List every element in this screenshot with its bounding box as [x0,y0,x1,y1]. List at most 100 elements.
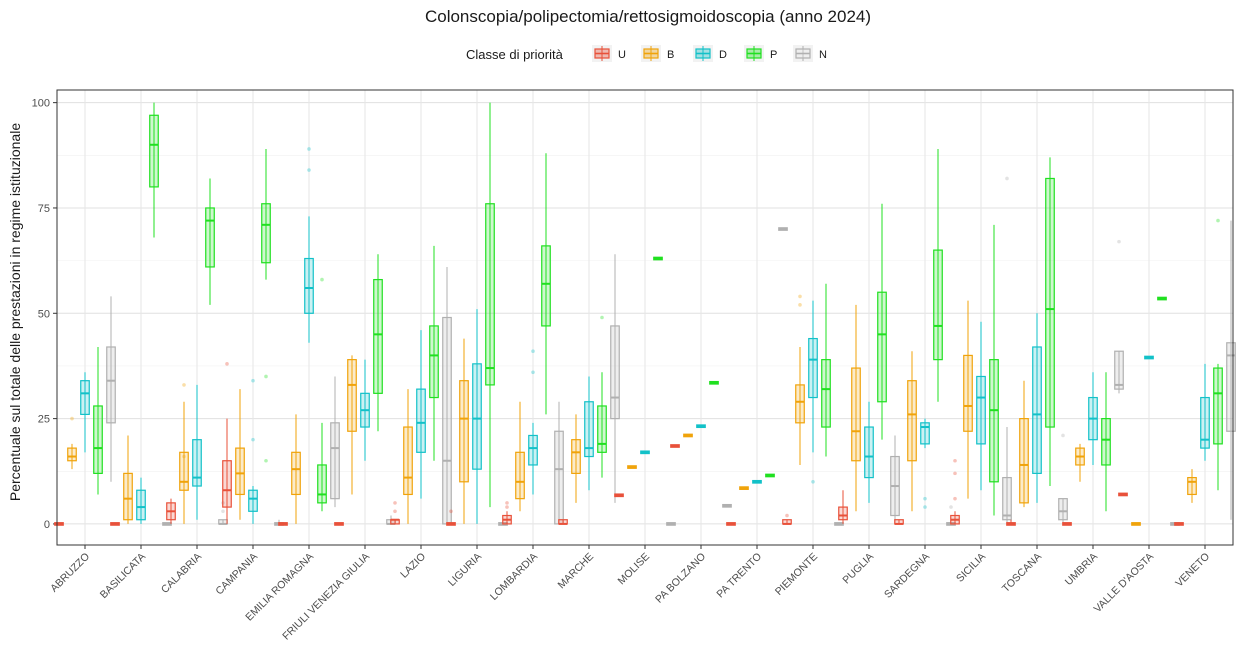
box-body [1101,418,1111,466]
box-body [80,380,90,415]
outlier-point [307,147,311,151]
x-tick-label-pa-trento: PA TRENTO [714,551,764,601]
x-tick-label-liguria: LIGURIA [446,551,484,589]
legend: Classe di priorità U B D P N [466,45,827,62]
outlier-point [923,505,927,509]
x-tick-label-umbria: UMBRIA [1063,551,1100,588]
box-pa-bolzano-b [683,433,693,438]
box-abruzzo-u [54,522,64,526]
x-tick-label-valle-d-aosta: VALLE D'AOSTA [1092,551,1157,616]
x-tick-label-piemonte: PIEMONTE [773,551,820,598]
box-body [373,278,383,394]
box-body [136,489,146,521]
box-body [610,325,620,420]
box-veneto-b [1187,469,1197,503]
box-molise-b [627,465,637,469]
legend-label-u: U [618,49,626,61]
legend-title: Classe di priorità [466,47,564,62]
box-veneto-p [1213,218,1223,491]
box-lazio-n [442,266,452,525]
box-umbria-d [1088,372,1098,465]
box-basilicata-p [149,102,159,238]
box-emilia-romagna-p [317,277,327,512]
box-calabria-u [166,498,176,524]
box-abruzzo-d [80,372,90,453]
box-emilia-romagna-d [304,147,314,343]
box-puglia-n [890,435,900,524]
box-basilicata-b [123,435,133,524]
outlier-point [393,501,397,505]
box-lazio-p [429,245,439,461]
box-pa-bolzano-n [722,503,732,508]
outlier-point [251,378,255,383]
box-body [149,114,159,188]
panel-border [56,89,1234,546]
box-body [1213,367,1223,445]
box-toscana-p [1045,157,1055,487]
box-campania-p [261,148,271,463]
outlier-point [949,505,953,509]
box-sardegna-d [920,418,930,509]
box-sicilia-n [1002,176,1012,524]
box-calabria-d [192,384,202,520]
outlier-point [798,294,802,299]
legend-entry-n: N [793,45,827,62]
box-piemonte-p [821,283,831,457]
x-tick-label-calabria: CALABRIA [159,551,204,596]
box-body [1200,396,1210,449]
outlier-point [785,513,789,518]
box-sicilia-d [976,321,986,491]
box-marche-n [610,254,620,503]
box-body [1114,350,1124,390]
outlier-point [182,383,186,387]
outlier-point [505,501,509,505]
box-lombardia-u [502,501,512,525]
y-tick-label: 100 [32,98,50,110]
box-lombardia-b [515,401,525,512]
x-tick-label-veneto: VENETO [1173,551,1212,590]
x-tick-label-puglia: PUGLIA [840,551,876,587]
box-calabria-p [205,178,215,305]
box-puglia-d [864,401,874,503]
box-body [304,257,314,314]
box-liguria-b [459,338,469,524]
box-body [442,316,452,525]
box-abruzzo-b [67,416,77,470]
box-body [1045,177,1055,428]
box-pa-trento-u [726,522,736,526]
outlier-point [449,509,453,514]
box-sicilia-u [950,458,960,525]
box-sardegna-u [894,519,904,525]
box-body [541,245,551,327]
outlier-point [600,315,604,320]
x-tick-label-pa-bolzano: PA BOLZANO [653,551,708,606]
box-body [1187,476,1197,496]
box-body [554,430,564,525]
box-piemonte-d [808,300,818,484]
outlier-point [1005,176,1009,181]
box-body [330,422,340,500]
box-body [838,506,848,521]
box-molise-n [666,522,676,526]
box-friuli-venezia-giulia-u [334,522,344,526]
box-body [1058,498,1068,521]
x-tick-label-abruzzo: ABRUZZO [48,551,92,595]
box-body [291,451,301,496]
box-body [808,337,818,399]
box-calabria-b [179,383,189,524]
legend-entry-u: U [592,45,626,62]
box-body [248,489,258,512]
box-body [416,388,426,453]
box-toscana-n [1058,433,1068,524]
box-sardegna-p [933,148,943,402]
outlier-point [307,168,311,172]
box-body [261,203,271,264]
y-tick-label: 75 [38,203,50,215]
box-calabria-n [218,501,228,525]
box-emilia-romagna-u [278,522,288,526]
box-body [976,375,986,445]
box-pa-bolzano-p [709,380,719,385]
x-tick-label-lazio: LAZIO [398,551,428,581]
box-body [1019,418,1029,504]
